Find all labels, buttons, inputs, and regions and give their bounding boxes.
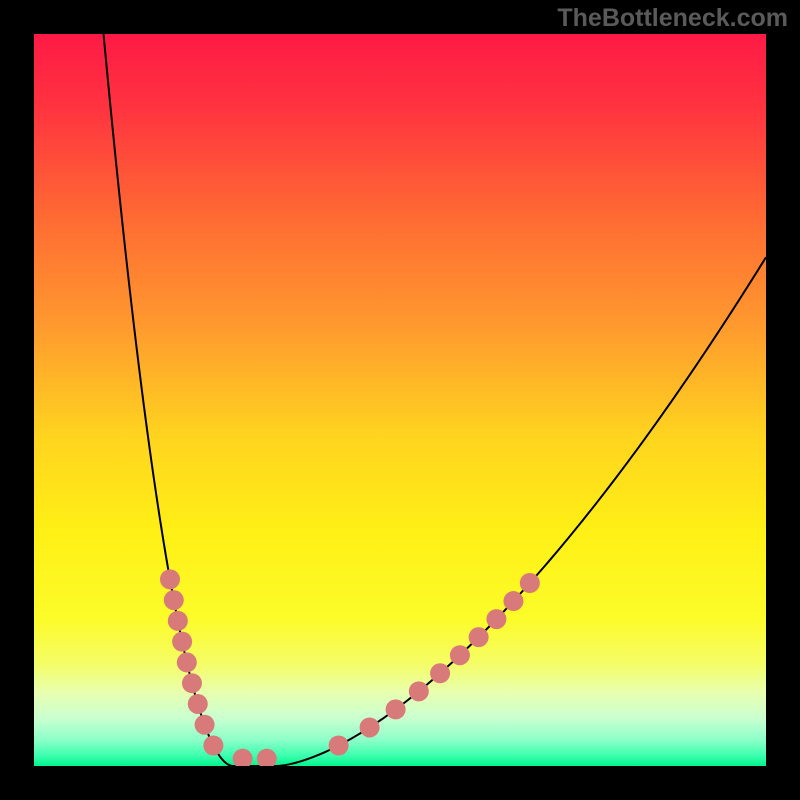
data-point: [195, 715, 215, 735]
data-point: [409, 681, 429, 701]
data-point: [486, 609, 506, 629]
data-point: [329, 736, 349, 756]
data-point: [188, 694, 208, 714]
data-point: [430, 663, 450, 683]
data-point: [520, 573, 540, 593]
data-point: [469, 627, 489, 647]
data-point: [203, 736, 223, 756]
chart-frame: TheBottleneck.com: [0, 0, 800, 800]
data-point: [164, 590, 184, 610]
data-point: [160, 569, 180, 589]
data-point: [168, 611, 188, 631]
chart-svg: [34, 34, 766, 766]
data-point: [360, 717, 380, 737]
watermark: TheBottleneck.com: [557, 4, 788, 33]
data-point: [450, 645, 470, 665]
data-point: [177, 652, 197, 672]
data-point: [386, 699, 406, 719]
data-point: [172, 632, 192, 652]
plot-area: [34, 34, 766, 766]
data-point: [182, 673, 202, 693]
data-point: [503, 591, 523, 611]
